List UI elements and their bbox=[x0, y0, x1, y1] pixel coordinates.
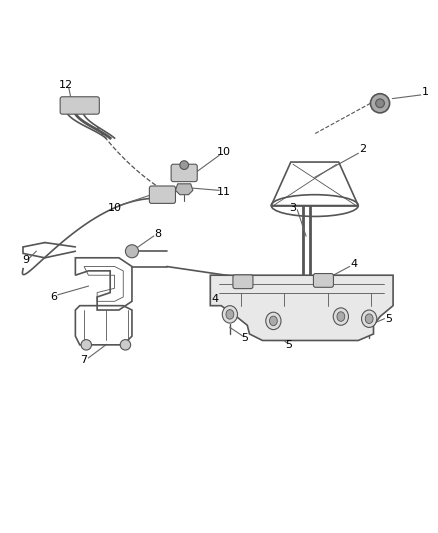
Circle shape bbox=[120, 340, 131, 350]
Circle shape bbox=[81, 340, 92, 350]
Text: 1: 1 bbox=[422, 87, 429, 98]
Ellipse shape bbox=[337, 312, 345, 321]
Text: 6: 6 bbox=[50, 292, 57, 302]
Text: 4: 4 bbox=[350, 260, 357, 269]
Text: 10: 10 bbox=[108, 203, 122, 213]
Polygon shape bbox=[176, 184, 193, 195]
FancyBboxPatch shape bbox=[171, 164, 197, 182]
FancyBboxPatch shape bbox=[149, 186, 176, 204]
Text: 11: 11 bbox=[217, 187, 231, 197]
Ellipse shape bbox=[226, 310, 234, 319]
Ellipse shape bbox=[365, 314, 373, 324]
Polygon shape bbox=[210, 275, 393, 341]
Text: 3: 3 bbox=[290, 203, 297, 213]
Ellipse shape bbox=[269, 316, 277, 326]
Text: 4: 4 bbox=[211, 294, 218, 304]
FancyBboxPatch shape bbox=[233, 275, 253, 288]
Ellipse shape bbox=[361, 310, 377, 327]
Circle shape bbox=[180, 161, 188, 169]
Text: 9: 9 bbox=[22, 255, 29, 265]
Text: 12: 12 bbox=[59, 79, 73, 90]
Circle shape bbox=[371, 94, 390, 113]
Ellipse shape bbox=[333, 308, 349, 325]
Text: 5: 5 bbox=[385, 314, 392, 324]
Text: 8: 8 bbox=[155, 229, 162, 239]
Ellipse shape bbox=[222, 305, 237, 323]
FancyBboxPatch shape bbox=[60, 97, 99, 114]
Text: 5: 5 bbox=[242, 333, 249, 343]
Text: 2: 2 bbox=[359, 144, 366, 154]
Text: 10: 10 bbox=[217, 148, 231, 157]
Text: 5: 5 bbox=[285, 340, 292, 350]
Ellipse shape bbox=[266, 312, 281, 329]
Circle shape bbox=[376, 99, 385, 108]
FancyBboxPatch shape bbox=[314, 273, 333, 287]
Text: 7: 7 bbox=[81, 355, 88, 365]
Circle shape bbox=[125, 245, 138, 258]
